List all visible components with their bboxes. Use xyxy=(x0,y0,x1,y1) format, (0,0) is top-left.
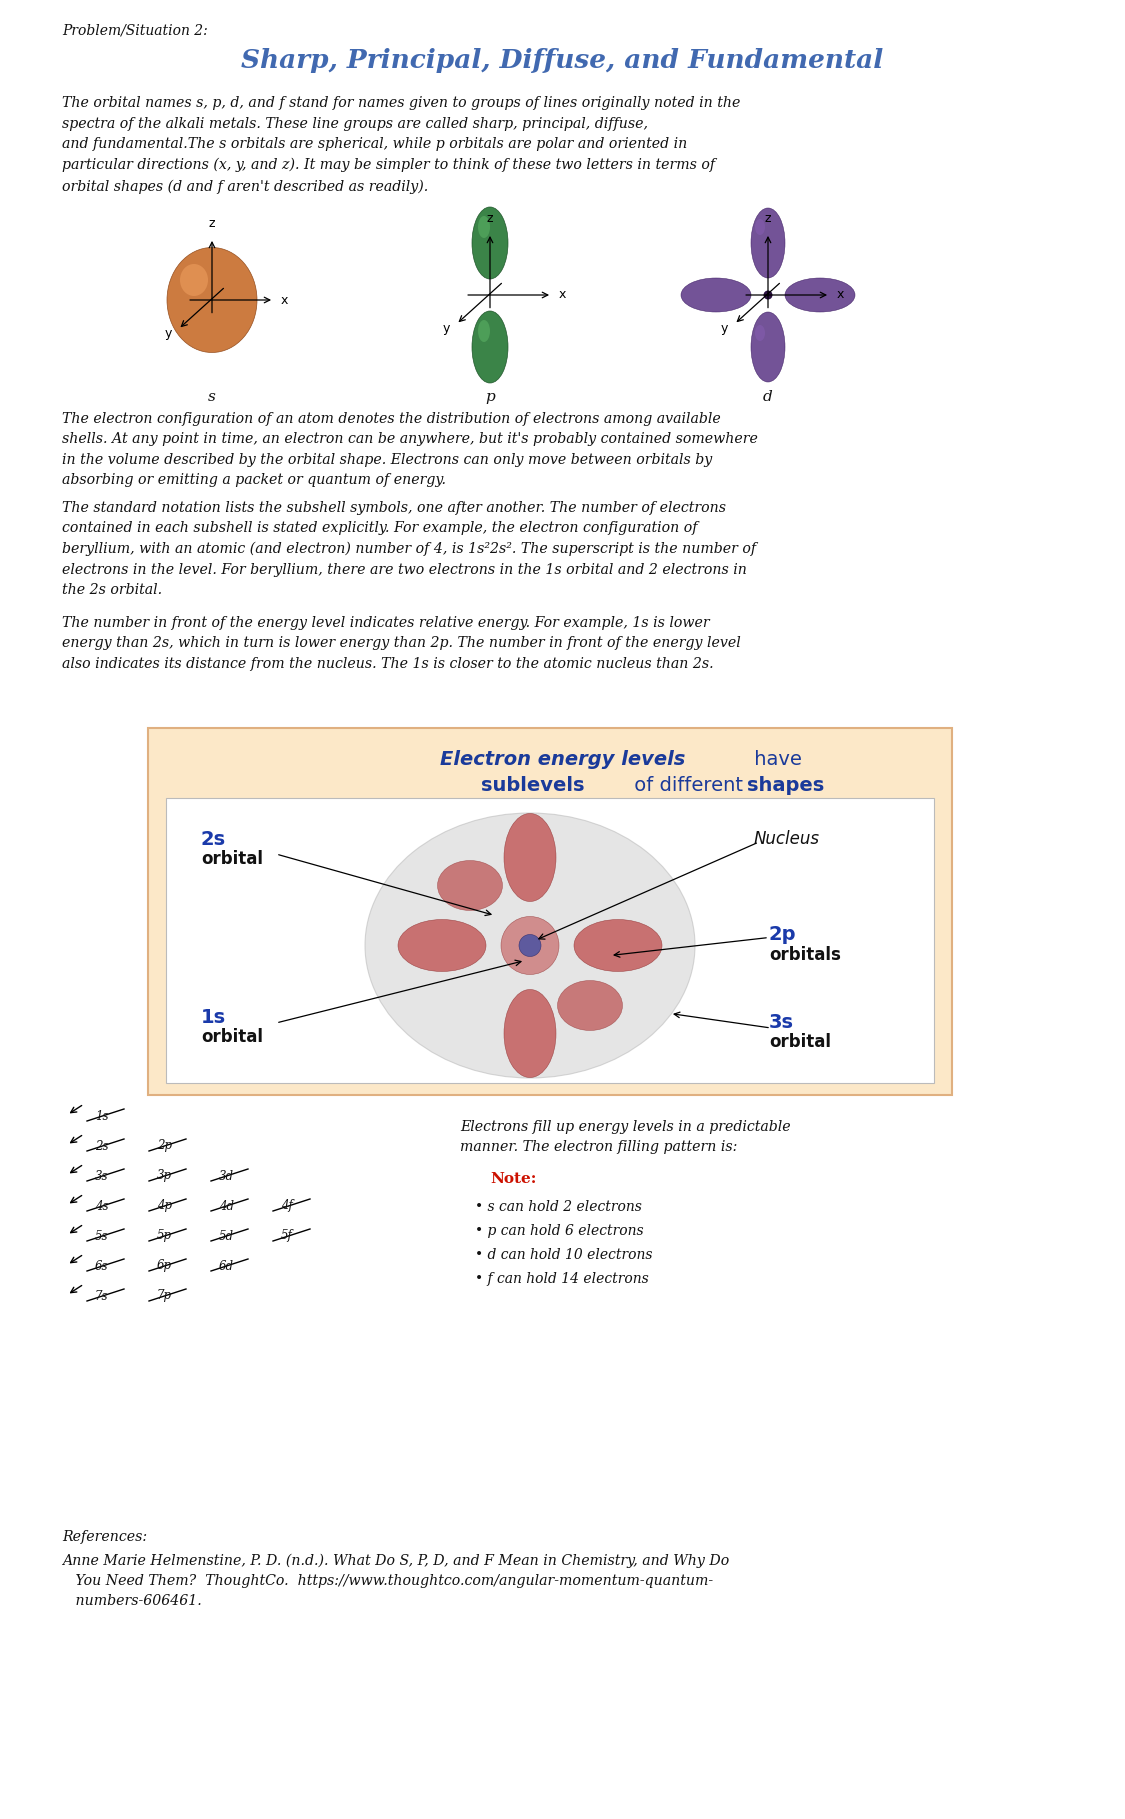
Ellipse shape xyxy=(501,917,559,975)
Ellipse shape xyxy=(364,813,695,1079)
Text: Sharp, Principal, Diffuse, and Fundamental: Sharp, Principal, Diffuse, and Fundament… xyxy=(242,47,883,73)
Ellipse shape xyxy=(472,207,508,278)
Text: 5s: 5s xyxy=(94,1230,108,1242)
Text: Note:: Note: xyxy=(490,1171,537,1186)
Text: 6s: 6s xyxy=(94,1259,108,1273)
FancyBboxPatch shape xyxy=(148,728,952,1095)
FancyBboxPatch shape xyxy=(166,799,934,1082)
Text: x: x xyxy=(559,289,566,302)
Text: 2p: 2p xyxy=(770,926,796,944)
Text: Electron energy levels: Electron energy levels xyxy=(440,749,685,769)
Text: have: have xyxy=(747,749,801,769)
Text: 5p: 5p xyxy=(158,1230,172,1242)
Text: 3s: 3s xyxy=(770,1013,794,1031)
Text: orbital: orbital xyxy=(201,849,263,868)
Ellipse shape xyxy=(166,247,256,353)
Text: z: z xyxy=(487,213,493,226)
Text: z: z xyxy=(209,216,215,229)
Text: 3s: 3s xyxy=(94,1170,108,1182)
Text: The orbital names s, p, d, and f stand for names given to groups of lines origin: The orbital names s, p, d, and f stand f… xyxy=(62,96,740,193)
Text: 5d: 5d xyxy=(219,1230,234,1242)
Ellipse shape xyxy=(398,919,486,971)
Text: sublevels: sublevels xyxy=(480,777,584,795)
Text: p: p xyxy=(485,389,495,404)
Text: shapes: shapes xyxy=(747,777,825,795)
Text: Electrons fill up energy levels in a predictable
manner. The electron filling pa: Electrons fill up energy levels in a pre… xyxy=(460,1121,791,1153)
Ellipse shape xyxy=(681,278,752,313)
Ellipse shape xyxy=(574,919,662,971)
Text: 7p: 7p xyxy=(158,1290,172,1302)
Text: s: s xyxy=(208,389,216,404)
Text: z: z xyxy=(765,213,772,226)
Text: 2p: 2p xyxy=(158,1139,172,1153)
Ellipse shape xyxy=(764,291,773,300)
Text: Anne Marie Helmenstine, P. D. (n.d.). What Do S, P, D, and F Mean in Chemistry, : Anne Marie Helmenstine, P. D. (n.d.). Wh… xyxy=(62,1553,729,1608)
Text: orbital: orbital xyxy=(770,1033,831,1051)
Text: orbital: orbital xyxy=(201,1028,263,1046)
Text: 4s: 4s xyxy=(94,1199,108,1213)
Text: y: y xyxy=(164,327,172,340)
Text: y: y xyxy=(442,322,450,335)
Text: orbitals: orbitals xyxy=(770,946,840,964)
Text: 3d: 3d xyxy=(219,1170,234,1182)
Ellipse shape xyxy=(752,313,785,382)
Text: 4f: 4f xyxy=(281,1199,292,1213)
Ellipse shape xyxy=(504,990,556,1077)
Ellipse shape xyxy=(478,320,490,342)
Text: • f can hold 14 electrons: • f can hold 14 electrons xyxy=(475,1271,649,1286)
Ellipse shape xyxy=(755,326,765,340)
Text: References:: References: xyxy=(62,1530,147,1544)
Text: 6p: 6p xyxy=(158,1259,172,1273)
Text: 7s: 7s xyxy=(94,1290,108,1302)
Text: d: d xyxy=(763,389,773,404)
Text: 3p: 3p xyxy=(158,1170,172,1182)
Text: x: x xyxy=(281,293,288,306)
Text: 1s: 1s xyxy=(94,1110,108,1122)
Ellipse shape xyxy=(478,216,490,238)
Ellipse shape xyxy=(504,813,556,902)
Text: Problem/Situation 2:: Problem/Situation 2: xyxy=(62,24,208,38)
Text: The electron configuration of an atom denotes the distribution of electrons amon: The electron configuration of an atom de… xyxy=(62,411,758,487)
Ellipse shape xyxy=(438,860,503,911)
Text: y: y xyxy=(721,322,728,335)
Ellipse shape xyxy=(558,980,622,1031)
Text: The standard notation lists the subshell symbols, one after another. The number : The standard notation lists the subshell… xyxy=(62,500,756,597)
Text: 2s: 2s xyxy=(201,829,226,849)
Text: 4p: 4p xyxy=(158,1199,172,1213)
Ellipse shape xyxy=(785,278,855,313)
Ellipse shape xyxy=(755,218,765,235)
Text: 1s: 1s xyxy=(201,1008,226,1028)
Text: of different: of different xyxy=(628,777,749,795)
Text: • p can hold 6 electrons: • p can hold 6 electrons xyxy=(475,1224,644,1239)
Ellipse shape xyxy=(180,264,208,296)
Text: 4d: 4d xyxy=(219,1199,234,1213)
Text: 6d: 6d xyxy=(219,1259,234,1273)
Ellipse shape xyxy=(519,935,541,957)
Ellipse shape xyxy=(472,311,508,384)
Text: Nucleus: Nucleus xyxy=(754,829,820,848)
Text: 2s: 2s xyxy=(94,1139,108,1153)
Text: The number in front of the energy level indicates relative energy. For example, : The number in front of the energy level … xyxy=(62,617,740,671)
Ellipse shape xyxy=(752,207,785,278)
Text: • d can hold 10 electrons: • d can hold 10 electrons xyxy=(475,1248,652,1262)
Text: • s can hold 2 electrons: • s can hold 2 electrons xyxy=(475,1201,642,1213)
Text: x: x xyxy=(837,289,845,302)
Text: 5f: 5f xyxy=(281,1230,292,1242)
